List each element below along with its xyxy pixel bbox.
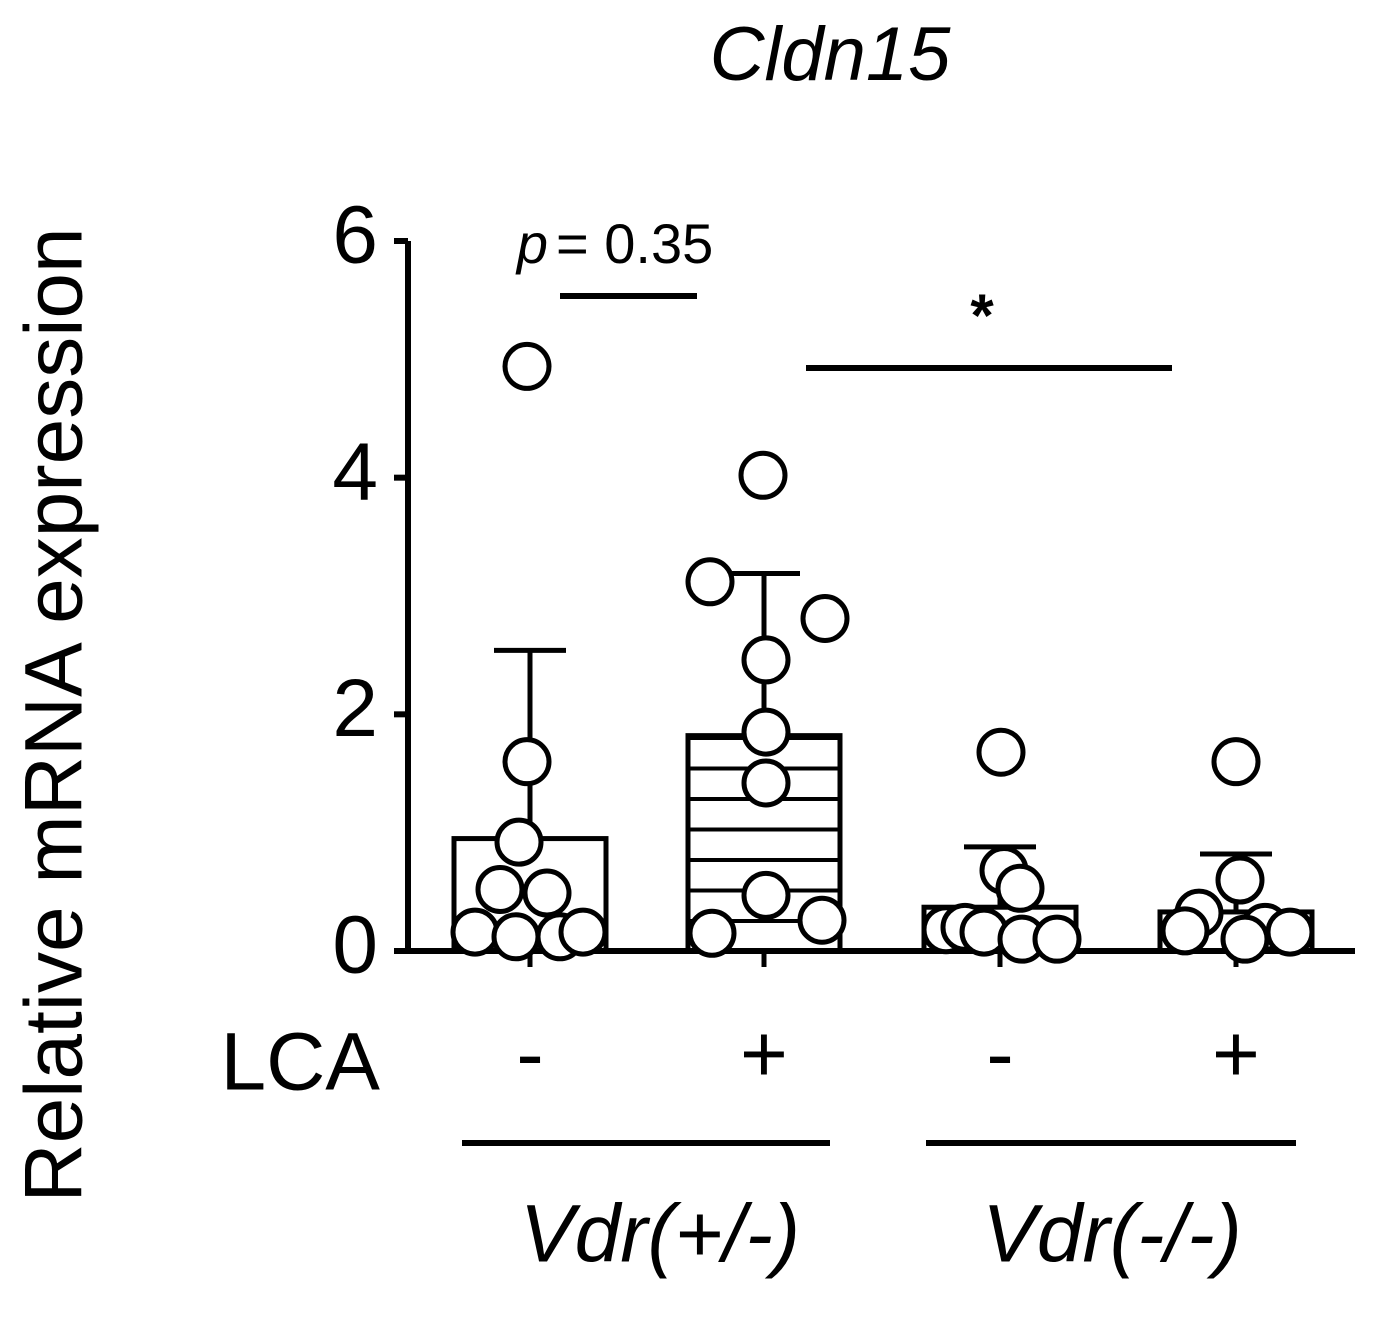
y-tick-label: 6 <box>332 190 378 281</box>
group-label: Vdr(-/-) <box>982 1189 1242 1280</box>
data-point <box>738 450 788 500</box>
x-tick-label: + <box>740 1009 788 1100</box>
data-point <box>1211 737 1261 787</box>
row-label: LCA <box>220 1017 380 1108</box>
data-point <box>1032 914 1082 964</box>
data-point <box>741 635 791 685</box>
y-tick-label: 2 <box>332 663 378 754</box>
data-point <box>450 907 500 957</box>
y-axis-label: Relative mRNA expression <box>9 227 100 1202</box>
data-point <box>522 868 572 918</box>
group-label: Vdr(+/-) <box>520 1189 800 1280</box>
p-value: = 0.35 <box>556 212 713 275</box>
significance-star: * <box>970 282 994 349</box>
data-point <box>494 817 544 867</box>
chart-title: Cldn15 <box>710 12 952 97</box>
data-point <box>741 707 791 757</box>
data-point <box>475 864 525 914</box>
data-point <box>995 863 1045 913</box>
data-point <box>1220 914 1270 964</box>
data-point <box>685 557 735 607</box>
data-point <box>741 758 791 808</box>
p-symbol: p <box>515 212 548 275</box>
data-point <box>797 895 847 945</box>
data-point <box>1265 907 1315 957</box>
data-point <box>502 341 552 391</box>
data-point <box>741 870 791 920</box>
x-tick-label: + <box>1212 1009 1260 1100</box>
x-tick-label: - <box>986 1009 1013 1100</box>
data-point <box>502 737 552 787</box>
data-point <box>558 907 608 957</box>
data-point <box>687 908 737 958</box>
y-tick-label: 0 <box>332 900 378 991</box>
y-tick-label: 4 <box>332 426 378 517</box>
data-point <box>800 593 850 643</box>
data-point <box>976 727 1026 777</box>
data-point <box>1215 855 1265 905</box>
data-point <box>1160 906 1210 956</box>
x-tick-label: - <box>516 1009 543 1100</box>
data-point <box>491 912 541 962</box>
